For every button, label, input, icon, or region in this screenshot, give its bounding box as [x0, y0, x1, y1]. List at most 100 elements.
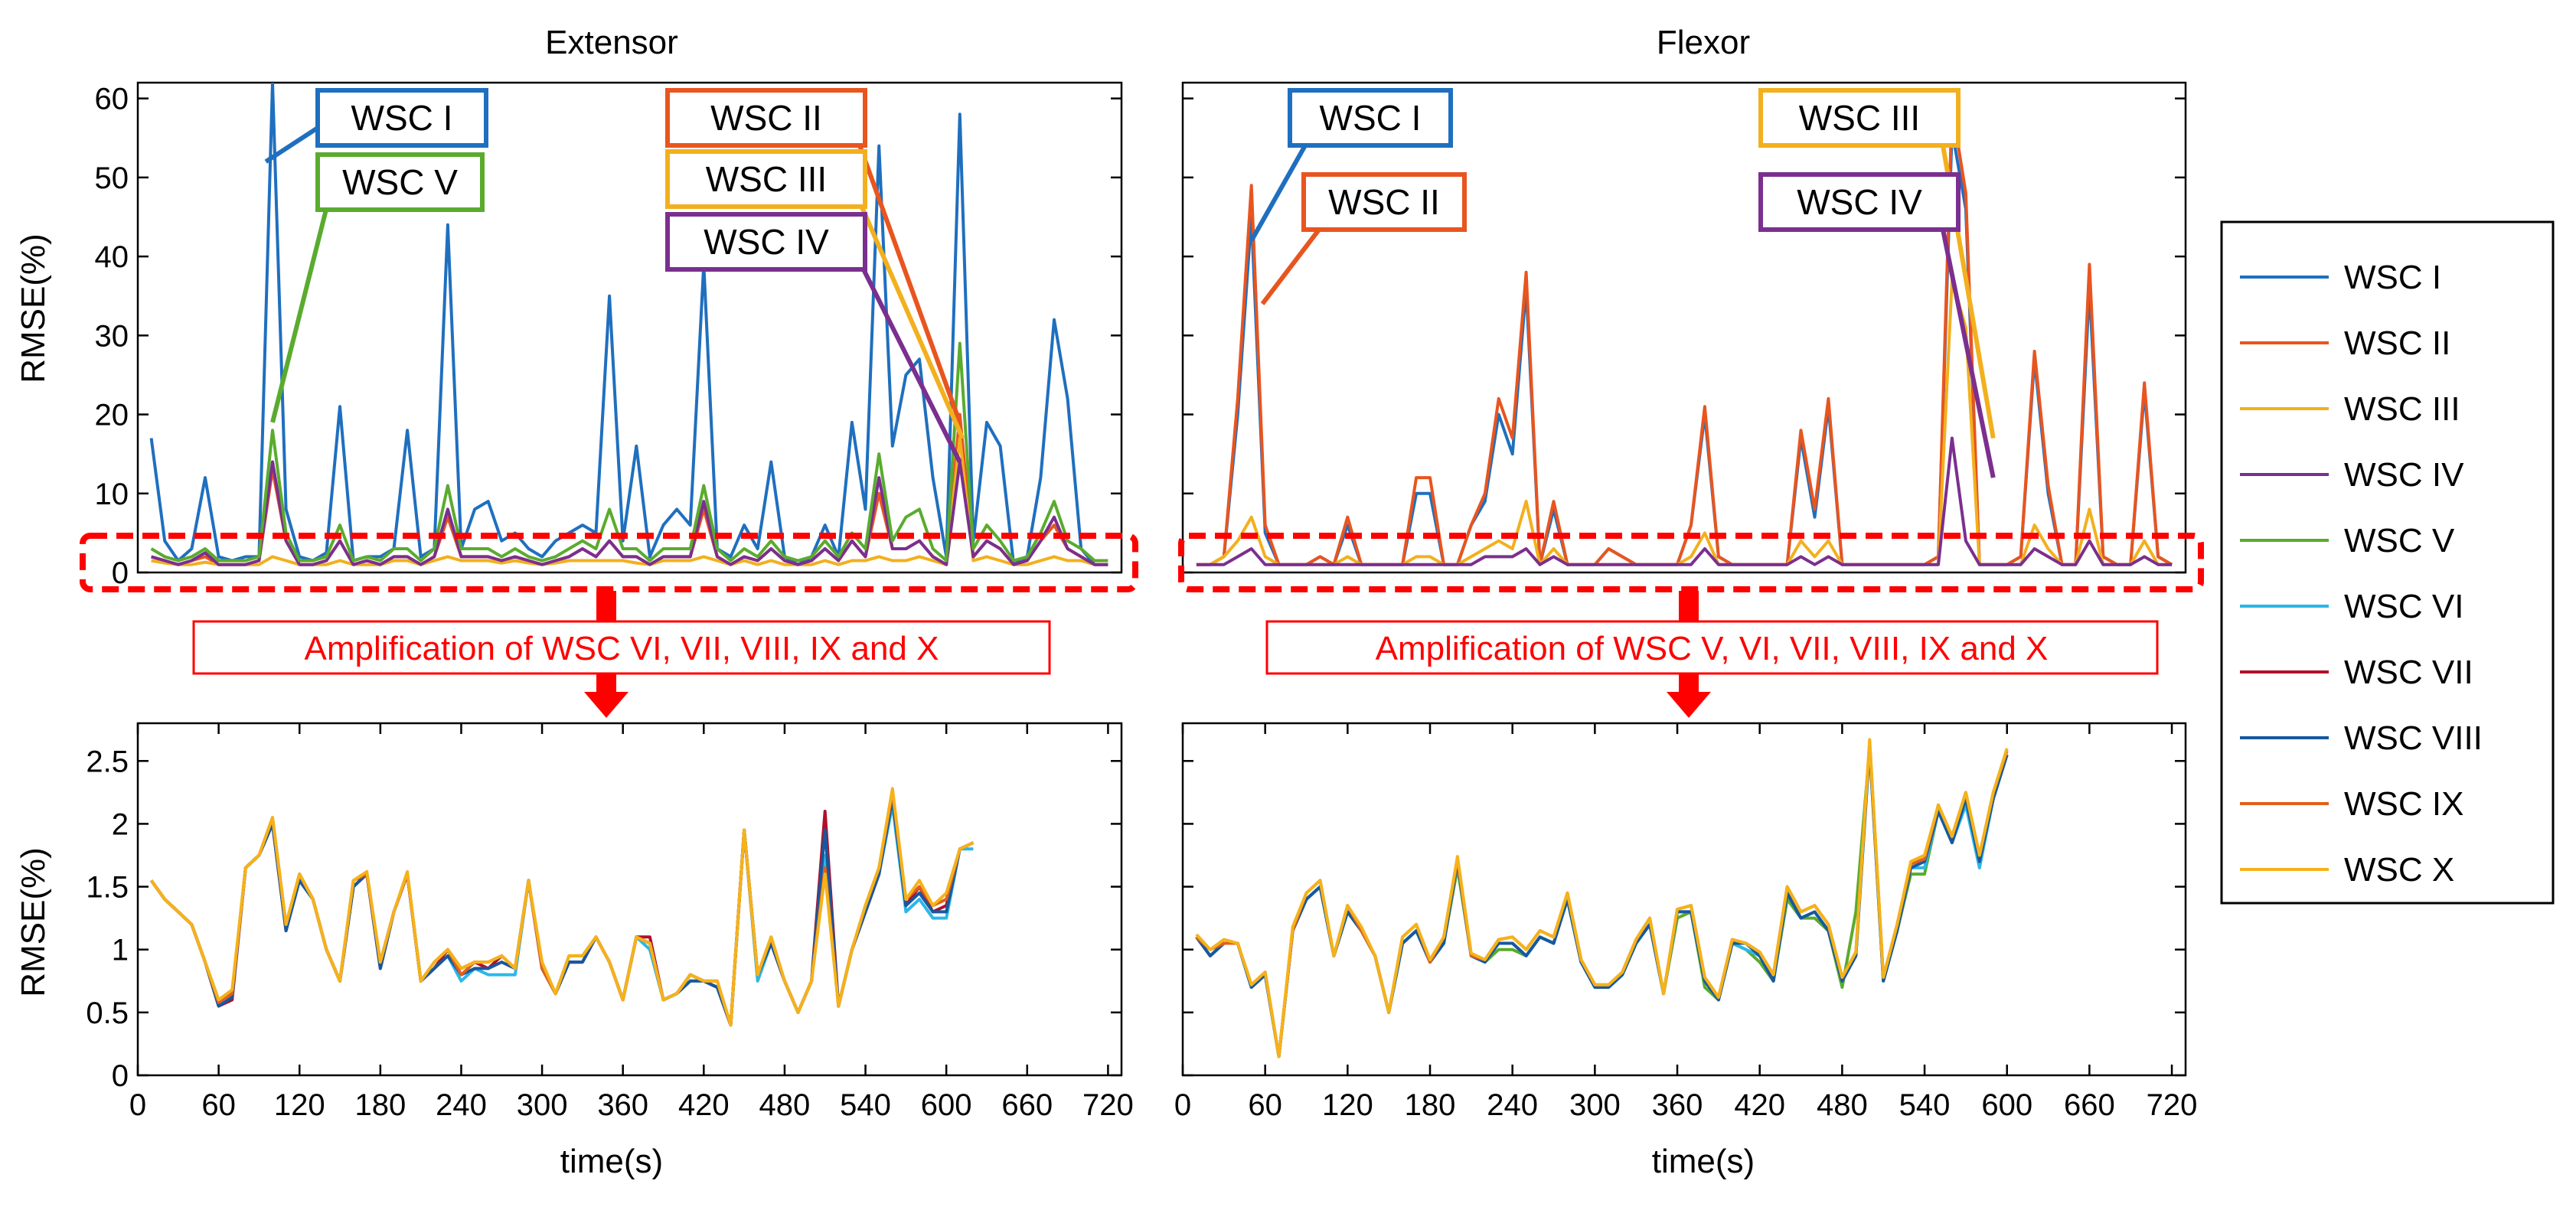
xlabel-extensor: time(s) [560, 1143, 663, 1180]
x-tick-label: 60 [201, 1088, 236, 1122]
flexor-bottom-chart: 0 60 120 180 240 300 360 420 480 540 600 660 720 [1174, 722, 2198, 1122]
legend: WSC I WSC II WSC III WSC IV WSC V WSC VI WSC V… [2220, 220, 2555, 905]
x-tick-label: 0 [1174, 1088, 1191, 1122]
callout-label: WSC II [1328, 182, 1440, 222]
series-line-wsc-vi [1195, 746, 2009, 1058]
y-tick-label: 0.5 [86, 996, 129, 1030]
x-tick-label: 540 [840, 1088, 891, 1122]
y-tick-label: 2 [112, 807, 129, 841]
y-tick-label: 10 [95, 478, 129, 511]
x-tick-label: 120 [274, 1088, 325, 1122]
callout-box [1758, 88, 1961, 148]
y-tick-label: 0 [112, 556, 129, 590]
x-tick-label: 300 [1569, 1088, 1621, 1122]
series-line-wsc-x [149, 787, 975, 1027]
axes-frame [136, 81, 1123, 574]
x-tick-label: 240 [1487, 1088, 1538, 1122]
x-tick-label: 360 [1652, 1088, 1703, 1122]
callout-wsc-ii: WSC II [665, 88, 962, 423]
callout-label: WSC IV [1797, 182, 1922, 222]
title-flexor: Flexor [1657, 24, 1750, 61]
x-tick-label: 120 [1322, 1088, 1373, 1122]
legend-label: WSC X [2344, 851, 2454, 889]
callout-label: WSC IV [704, 222, 829, 262]
x-tick-label: 0 [129, 1088, 146, 1122]
axes-frame [1181, 722, 2187, 1077]
callout-box [1301, 172, 1467, 232]
callout-box [1758, 172, 1961, 232]
x-tick-label: 720 [1082, 1088, 1134, 1122]
title-extensor: Extensor [545, 24, 678, 61]
legend-label: WSC V [2344, 522, 2455, 559]
amplification-box-flexor [1265, 620, 2159, 675]
ylabel-top: RMSE(%) [15, 233, 52, 383]
callout-label: WSC I [351, 98, 453, 138]
axes-frame [136, 722, 1123, 1077]
x-tick-label: 300 [517, 1088, 568, 1122]
series-line-wsc-iv [1196, 436, 2173, 566]
callout-leader [847, 116, 962, 423]
series-line-wsc-v [1195, 746, 2009, 1058]
callout-leader [270, 181, 335, 423]
series-line-wsc-viii [1195, 744, 2009, 1058]
x-tick-label: 660 [2064, 1088, 2115, 1122]
legend-box [2220, 220, 2555, 905]
highlight-box-extensor [80, 533, 1138, 592]
legend-label: WSC IV [2344, 456, 2464, 494]
y-tick-label: 40 [95, 240, 129, 274]
callout-leader [1249, 144, 1308, 242]
callout-leader [847, 178, 965, 439]
callout-wsc-iii: WSC III [1758, 88, 1996, 439]
legend-label: WSC IX [2344, 785, 2463, 823]
x-tick-label: 540 [1899, 1088, 1951, 1122]
y-tick-label: 20 [95, 399, 129, 432]
callout-leader [847, 240, 962, 463]
callout-label: WSC V [342, 162, 458, 202]
x-tick-label: 420 [1734, 1088, 1785, 1122]
callout-leader [1260, 228, 1321, 305]
amplification-label-flexor: Amplification of WSC V, VI, VII, VIII, I… [1376, 630, 2049, 667]
y-tick-label: 30 [95, 319, 129, 353]
callout-box [665, 149, 867, 209]
highlight-box-flexor [1178, 533, 2204, 592]
extensor-bottom-chart: 0 0.5 1 1.5 2 2.5 0 60 120 180 240 300 360 420 480 540 6… [86, 722, 1134, 1122]
y-tick-label: 2.5 [86, 745, 129, 778]
callout-wsc-iii: WSC III [665, 149, 965, 439]
callout-box [315, 88, 488, 148]
y-tick-label: 1 [112, 934, 129, 967]
callout-wsc-i: WSC I [1249, 88, 1453, 242]
ylabel-bottom: RMSE(%) [15, 847, 52, 997]
y-tick-label: 0 [112, 1059, 129, 1093]
legend-label: WSC VII [2344, 654, 2473, 691]
series-line-wsc-ix [1195, 740, 2009, 1058]
series-line-wsc-v [150, 341, 1108, 563]
legend-label: WSC II [2344, 325, 2450, 362]
series-line-wsc-x [1195, 738, 2009, 1058]
x-tick-label: 480 [1817, 1088, 1868, 1122]
arrow-down-icon [1667, 591, 1711, 718]
x-tick-label: 600 [921, 1088, 972, 1122]
y-tick-label: 60 [95, 83, 129, 116]
legend-label: WSC VI [2344, 588, 2463, 625]
y-tick-label: 1.5 [86, 871, 129, 905]
x-tick-label: 660 [1001, 1088, 1053, 1122]
x-tick-label: 360 [597, 1088, 648, 1122]
callout-wsc-iv: WSC IV [1758, 172, 1996, 478]
x-tick-label: 720 [2147, 1088, 2198, 1122]
x-tick-label: 420 [678, 1088, 730, 1122]
amplification-label-extensor: Amplification of WSC VI, VII, VIII, IX a… [305, 630, 939, 667]
legend-label: WSC III [2344, 390, 2460, 428]
callout-label: WSC III [1799, 98, 1920, 138]
callout-wsc-i: WSC I [264, 88, 488, 164]
callout-leader [1941, 229, 1996, 478]
extensor-top-chart: 0 10 20 30 40 50 60 [95, 81, 1123, 590]
callout-wsc-v: WSC V [270, 152, 485, 423]
flexor-top-chart [1181, 81, 2187, 574]
amplification-box-extensor [192, 620, 1051, 675]
y-tick-label: 50 [95, 161, 129, 195]
x-tick-label: 240 [436, 1088, 487, 1122]
callout-box [315, 152, 485, 212]
legend-label: WSC I [2344, 259, 2441, 296]
callout-label: WSC I [1320, 98, 1422, 138]
